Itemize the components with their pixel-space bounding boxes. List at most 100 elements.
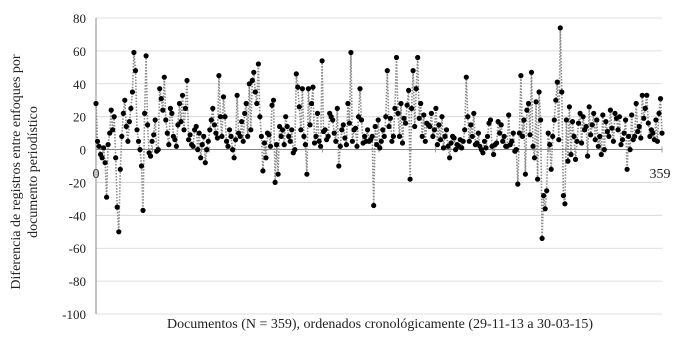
y-tick-label: -100	[62, 307, 86, 322]
axis-labels: Documentos (N = 359), ordenados cronológ…	[9, 11, 671, 332]
data-point	[313, 133, 319, 139]
data-point	[113, 155, 119, 161]
data-point	[518, 73, 524, 79]
data-point	[151, 132, 157, 138]
data-point	[580, 114, 586, 120]
data-point	[609, 125, 615, 131]
data-point	[381, 133, 387, 139]
data-point	[208, 117, 214, 123]
data-point	[357, 86, 363, 92]
data-point	[440, 145, 447, 151]
data-point	[343, 142, 349, 148]
data-point	[588, 132, 594, 138]
data-point	[246, 81, 252, 87]
data-point	[572, 156, 579, 162]
data-point	[166, 142, 172, 148]
data-point	[415, 54, 421, 61]
data-point	[354, 143, 360, 149]
data-point	[594, 117, 600, 123]
data-point	[117, 166, 123, 172]
data-point	[386, 123, 392, 130]
data-point	[355, 114, 362, 120]
data-point	[164, 130, 170, 136]
data-point	[135, 138, 142, 144]
data-point	[325, 133, 331, 139]
data-point	[169, 110, 175, 116]
data-point	[134, 127, 140, 133]
data-point	[484, 133, 491, 139]
data-point	[395, 110, 401, 116]
data-point	[393, 54, 400, 61]
data-point	[474, 140, 480, 146]
data-point	[404, 102, 410, 108]
data-point	[301, 133, 307, 139]
y-tick-label: 0	[80, 143, 87, 158]
data-point	[201, 133, 207, 139]
data-point	[270, 97, 277, 103]
data-point	[137, 147, 143, 153]
data-point	[258, 133, 264, 139]
data-point	[204, 147, 210, 153]
data-point	[645, 120, 651, 126]
data-point	[387, 115, 393, 121]
data-point	[553, 97, 559, 103]
data-point	[214, 135, 220, 141]
data-point	[248, 127, 254, 133]
data-point	[475, 130, 481, 136]
data-point	[318, 143, 324, 149]
data-point	[554, 79, 560, 85]
data-point	[167, 105, 173, 111]
data-point	[497, 130, 503, 136]
data-point	[120, 110, 126, 116]
data-point	[260, 168, 266, 174]
data-point	[451, 135, 457, 141]
data-point	[551, 117, 557, 123]
data-point	[471, 110, 477, 116]
data-point	[619, 137, 626, 143]
data-point	[413, 86, 419, 92]
data-point	[190, 143, 196, 149]
y-tick-label: -40	[69, 208, 86, 223]
data-point	[295, 84, 301, 90]
data-point	[439, 114, 445, 120]
data-point	[447, 155, 453, 161]
data-point	[305, 86, 311, 92]
data-point	[583, 123, 589, 130]
data-point	[274, 142, 280, 148]
data-point	[266, 132, 272, 138]
data-point	[182, 105, 189, 111]
data-point	[550, 133, 556, 139]
data-point	[102, 160, 108, 166]
data-point	[374, 142, 380, 148]
data-point	[217, 114, 223, 120]
data-point	[207, 127, 213, 133]
data-point	[161, 74, 167, 80]
data-point	[627, 147, 633, 153]
data-point	[184, 77, 190, 84]
data-point	[428, 110, 434, 116]
data-point	[577, 110, 583, 116]
data-point	[647, 133, 653, 139]
data-point	[233, 137, 239, 143]
data-point	[243, 100, 249, 107]
data-point	[223, 138, 230, 144]
data-point	[261, 140, 267, 146]
y-axis-title-line-1: Diferencia de registros entre enfoques p…	[9, 54, 24, 290]
data-point	[592, 137, 598, 143]
data-point	[267, 143, 274, 149]
data-point	[636, 123, 642, 130]
data-point	[574, 138, 580, 144]
data-point	[389, 138, 395, 144]
data-point	[330, 117, 336, 123]
data-point	[616, 114, 623, 120]
data-point	[199, 142, 205, 148]
data-point	[138, 163, 145, 169]
data-point	[510, 130, 516, 136]
data-point	[494, 140, 500, 146]
data-point	[219, 133, 225, 139]
data-point	[591, 110, 597, 116]
data-point	[509, 138, 515, 144]
data-point	[101, 145, 107, 151]
data-point	[562, 201, 568, 207]
data-point	[566, 104, 573, 110]
